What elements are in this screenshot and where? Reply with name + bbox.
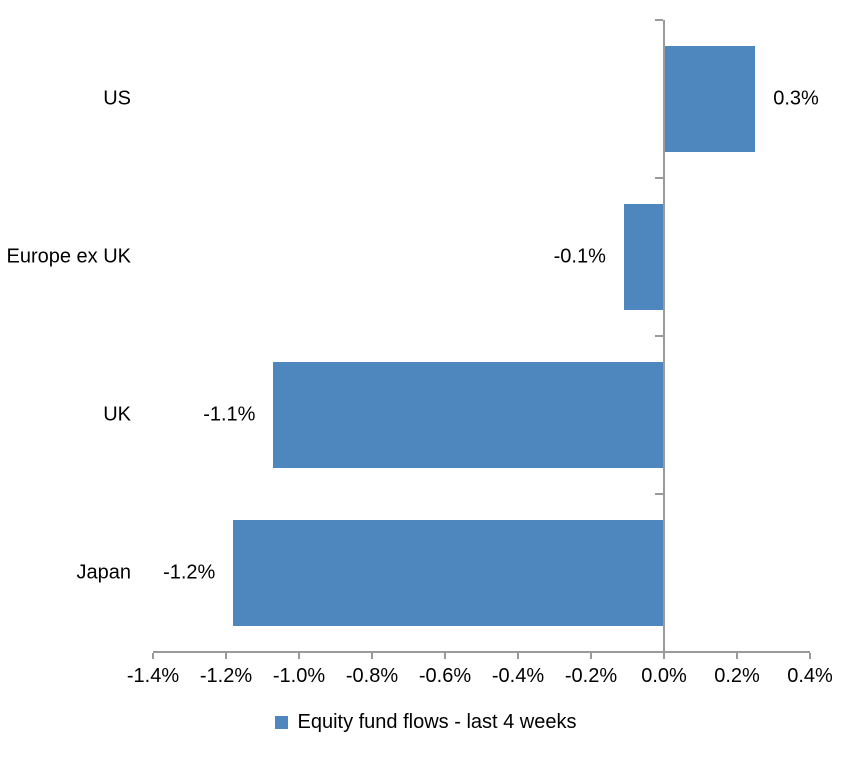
x-axis-tick-label: -1.0%	[272, 665, 326, 687]
bar-europe-ex-uk	[623, 204, 664, 310]
y-axis-tick	[655, 335, 663, 337]
x-axis-tick	[225, 653, 227, 659]
data-label: -1.2%	[163, 561, 216, 584]
bar-japan	[233, 520, 664, 626]
x-axis-tick	[590, 653, 592, 659]
x-axis-tick-label: 0.4%	[787, 665, 833, 687]
x-axis-tick-label: 0.0%	[641, 665, 687, 687]
x-axis-tick	[663, 653, 665, 659]
x-axis-tick	[371, 653, 373, 659]
legend-label: Equity fund flows - last 4 weeks	[297, 711, 577, 733]
x-axis-line	[153, 651, 810, 653]
y-axis-tick	[655, 177, 663, 179]
x-axis-tick-label: -0.2%	[564, 665, 618, 687]
x-axis-tick-label: -0.6%	[418, 665, 472, 687]
x-axis-tick	[517, 653, 519, 659]
y-axis-tick	[655, 493, 663, 495]
data-label: -1.1%	[203, 403, 256, 426]
x-axis-tick	[809, 653, 811, 659]
x-axis-tick	[152, 653, 154, 659]
legend-swatch-icon	[275, 716, 289, 729]
data-label: -0.1%	[553, 245, 606, 268]
x-axis-tick-label: -1.4%	[126, 665, 180, 687]
bar-us	[664, 46, 756, 152]
x-axis-tick-label: -0.8%	[345, 665, 399, 687]
x-axis-tick-label: -1.2%	[199, 665, 253, 687]
x-axis-tick	[444, 653, 446, 659]
y-axis-line	[663, 20, 665, 652]
x-axis-tick-label: 0.2%	[714, 665, 760, 687]
category-label: Japan	[76, 561, 132, 584]
x-axis-tick-label: -0.4%	[491, 665, 545, 687]
category-label: US	[103, 87, 131, 110]
data-label: 0.3%	[773, 87, 819, 110]
y-axis-tick	[655, 19, 663, 21]
legend: Equity fund flows - last 4 weeks	[0, 711, 852, 734]
bar-uk	[273, 362, 664, 468]
category-label: Europe ex UK	[6, 245, 131, 268]
x-axis-tick	[298, 653, 300, 659]
x-axis-tick	[736, 653, 738, 659]
category-label: UK	[103, 403, 131, 426]
